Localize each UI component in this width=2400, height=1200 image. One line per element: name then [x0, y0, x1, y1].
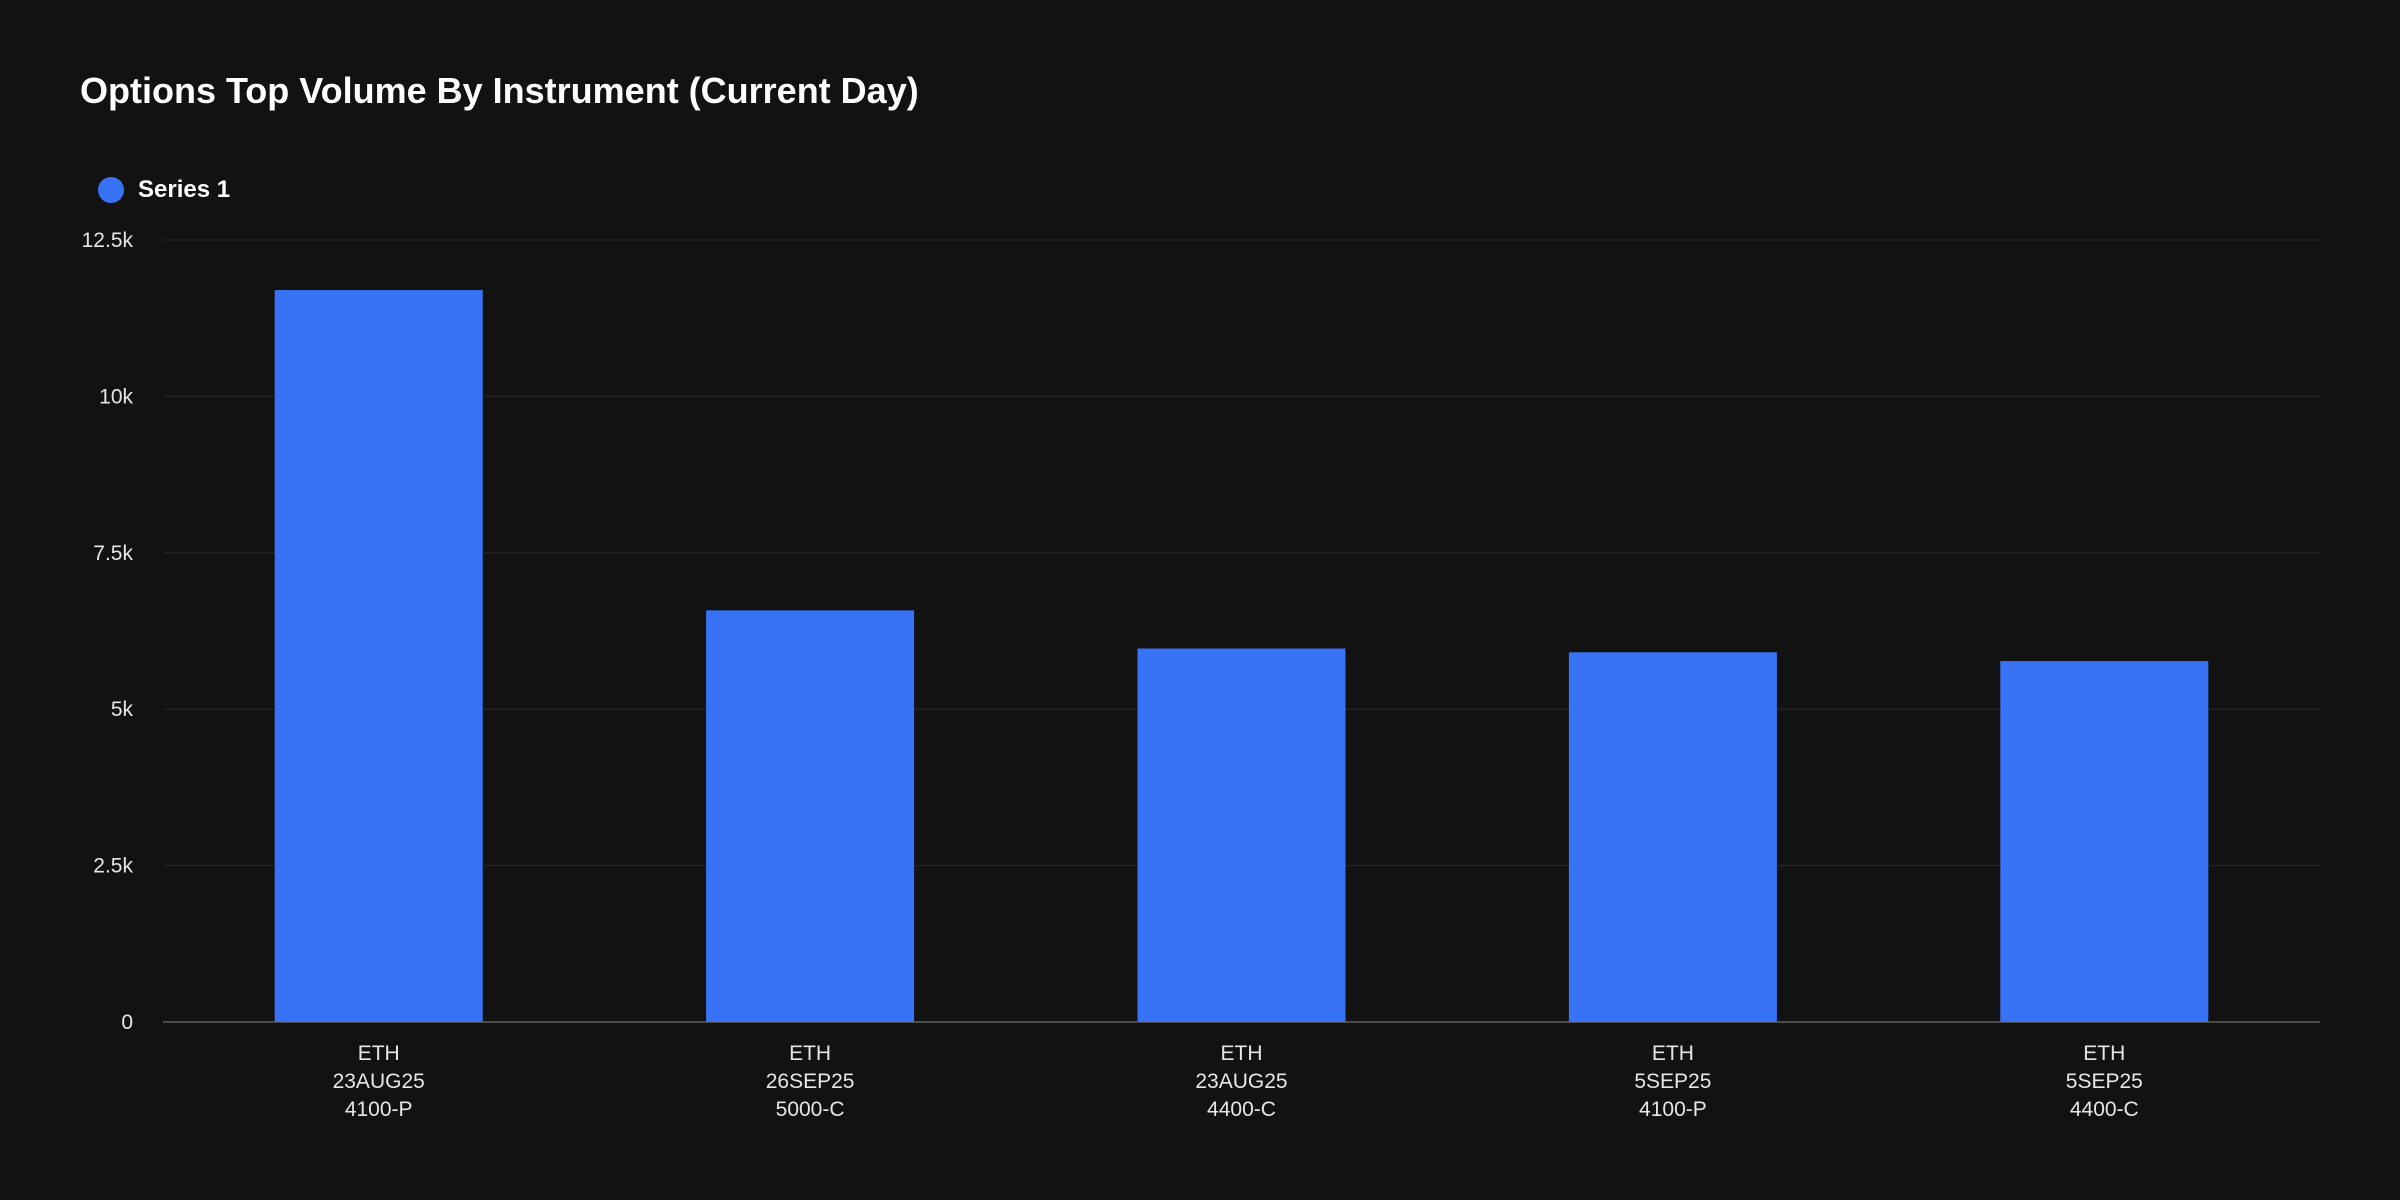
y-tick-label: 5k — [111, 698, 134, 721]
bars — [274, 290, 2209, 1023]
bar[interactable] — [1568, 652, 1777, 1022]
y-tick-label: 0 — [121, 1011, 133, 1034]
legend-swatch-icon — [98, 177, 124, 203]
grid-lines — [163, 239, 2320, 1023]
bar[interactable] — [706, 610, 915, 1022]
legend: Series 1 — [98, 176, 230, 204]
y-tick-label: 2.5k — [93, 855, 133, 878]
x-tick-label: ETH 23AUG25 4100-P — [333, 1042, 425, 1121]
x-tick-label: ETH 26SEP25 5000-C — [766, 1042, 855, 1121]
x-axis: ETH 23AUG25 4100-P ETH 26SEP25 5000-C ETH 23AUG… — [333, 1042, 2143, 1121]
y-tick-label: 7.5k — [93, 542, 133, 565]
chart-title: Options Top Volume By Instrument (Curren… — [80, 70, 919, 111]
legend-label: Series 1 — [138, 176, 231, 203]
x-tick-label: ETH 5SEP25 4100-P — [1634, 1042, 1711, 1121]
x-tick-label: ETH 5SEP25 4400-C — [2066, 1042, 2143, 1121]
x-tick-label: ETH 23AUG25 4400-C — [1195, 1042, 1287, 1121]
y-axis: 0 2.5k 5k 7.5k 10k 12.5k — [82, 229, 134, 1034]
y-tick-label: 10k — [99, 385, 133, 408]
y-tick-label: 12.5k — [82, 229, 134, 252]
bar[interactable] — [2000, 661, 2209, 1022]
bar[interactable] — [274, 290, 483, 1023]
bar[interactable] — [1137, 648, 1346, 1022]
